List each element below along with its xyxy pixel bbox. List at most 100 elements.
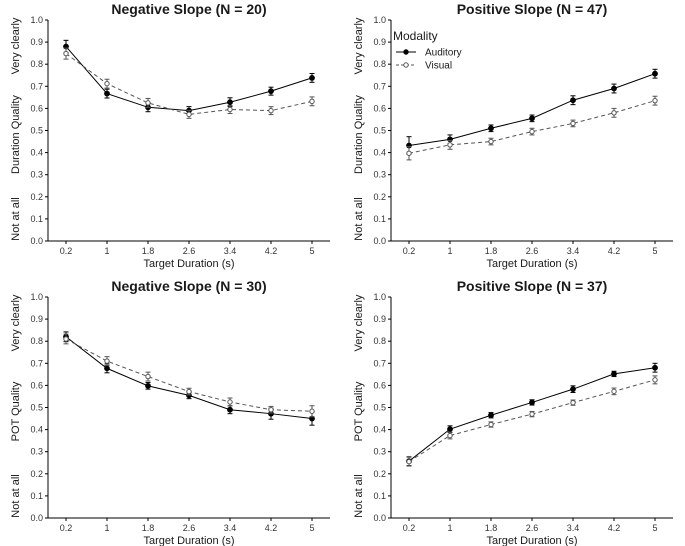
y-tick-label: 0.3 bbox=[30, 447, 43, 457]
y-tick-label: 0.8 bbox=[373, 336, 386, 346]
y-tick-label: 0.2 bbox=[373, 469, 386, 479]
data-point-auditory bbox=[309, 75, 315, 81]
data-point-visual bbox=[611, 388, 617, 395]
x-axis-title: Target Duration (s) bbox=[143, 535, 234, 546]
x-tick-label: 1 bbox=[104, 523, 109, 533]
data-point-visual bbox=[570, 399, 576, 406]
series-line-visual bbox=[65, 338, 313, 412]
data-point-auditory bbox=[488, 412, 494, 419]
x-tick-label: 2.6 bbox=[526, 246, 539, 256]
y-tick-label: 0.2 bbox=[30, 469, 43, 479]
data-point-visual bbox=[529, 128, 535, 135]
y-tick-label: 0.3 bbox=[30, 170, 43, 180]
x-tick-label: 2.6 bbox=[183, 523, 196, 533]
data-point-visual bbox=[145, 100, 151, 106]
series-line-auditory bbox=[65, 336, 313, 420]
y-anchor-top-label: Very clearly bbox=[10, 17, 22, 74]
data-point-visual bbox=[63, 50, 69, 57]
x-tick-label: 5 bbox=[309, 523, 314, 533]
data-point-visual bbox=[447, 142, 453, 148]
data-point-visual bbox=[309, 98, 315, 105]
data-point-visual bbox=[227, 399, 233, 405]
x-tick-label: 3.4 bbox=[224, 246, 237, 256]
y-tick-label: 0.8 bbox=[30, 336, 43, 346]
x-tick-label: 1.8 bbox=[485, 246, 498, 256]
y-tick-label: 0.6 bbox=[30, 380, 43, 390]
chart-title: Positive Slope (N = 37) bbox=[457, 278, 608, 294]
legend-marker-auditory bbox=[403, 49, 409, 55]
y-tick-label: 0.6 bbox=[373, 380, 386, 390]
data-point-visual bbox=[447, 432, 453, 439]
data-point-auditory bbox=[104, 365, 110, 372]
y-tick-label: 0.7 bbox=[30, 358, 43, 368]
y-anchor-top-label: Very clearly bbox=[353, 17, 365, 74]
data-point-auditory bbox=[529, 399, 535, 406]
data-point-visual bbox=[227, 106, 233, 113]
x-tick-label: 4.2 bbox=[265, 246, 278, 256]
x-tick-label: 0.2 bbox=[403, 246, 416, 256]
x-tick-label: 1 bbox=[447, 246, 452, 256]
data-point-visual bbox=[186, 111, 192, 118]
data-point-auditory bbox=[652, 70, 658, 77]
y-tick-label: 1.0 bbox=[373, 292, 386, 302]
x-tick-label: 0.2 bbox=[60, 246, 73, 256]
y-tick-label: 0.6 bbox=[30, 103, 43, 113]
x-tick-label: 5 bbox=[309, 246, 314, 256]
data-point-visual bbox=[488, 138, 494, 145]
y-tick-label: 0.9 bbox=[30, 37, 43, 47]
y-tick-label: 0.6 bbox=[373, 103, 386, 113]
y-anchor-bottom-label: Not at all bbox=[10, 197, 22, 240]
chart-title: Negative Slope (N = 20) bbox=[111, 1, 266, 17]
x-axis-title: Target Duration (s) bbox=[486, 258, 577, 270]
x-tick-label: 1.8 bbox=[142, 523, 155, 533]
x-tick-label: 1 bbox=[447, 523, 452, 533]
x-tick-label: 1 bbox=[104, 246, 109, 256]
y-tick-label: 0.4 bbox=[373, 425, 386, 435]
data-point-visual bbox=[652, 377, 658, 383]
data-point-visual bbox=[611, 110, 617, 116]
series-line-auditory bbox=[65, 46, 313, 112]
y-tick-label: 0.0 bbox=[373, 236, 386, 246]
y-tick-label: 0.2 bbox=[373, 192, 386, 202]
data-point-visual bbox=[406, 150, 412, 156]
chart-panel-top-left: Negative Slope (N = 20) 0.0 0.1 0.2 0.3 0.4 0.… bbox=[10, 1, 330, 270]
y-tick-label: 0.0 bbox=[30, 513, 43, 523]
x-tick-label: 5 bbox=[652, 523, 657, 533]
y-tick-label: 0.2 bbox=[30, 192, 43, 202]
series-line-visual bbox=[408, 379, 656, 463]
legend-label-visual: Visual bbox=[425, 61, 452, 72]
data-point-visual bbox=[104, 358, 110, 364]
y-tick-label: 0.0 bbox=[30, 236, 43, 246]
y-tick-label: 0.5 bbox=[30, 403, 43, 413]
y-tick-label: 0.4 bbox=[30, 148, 43, 158]
y-tick-label: 0.8 bbox=[30, 59, 43, 69]
y-tick-label: 0.7 bbox=[373, 81, 386, 91]
data-point-visual bbox=[268, 407, 274, 413]
chart-title: Positive Slope (N = 47) bbox=[457, 1, 608, 17]
data-point-visual bbox=[570, 120, 576, 127]
data-point-visual bbox=[145, 373, 151, 380]
y-tick-label: 0.1 bbox=[30, 491, 43, 501]
y-anchor-bottom-label: Not at all bbox=[353, 474, 365, 517]
y-tick-label: 0.5 bbox=[30, 126, 43, 136]
x-axis-title: Target Duration (s) bbox=[143, 258, 234, 270]
data-point-auditory bbox=[570, 386, 576, 393]
x-tick-label: 4.2 bbox=[608, 246, 621, 256]
series-line-visual bbox=[65, 53, 313, 115]
x-tick-label: 5 bbox=[652, 246, 657, 256]
x-tick-label: 1.8 bbox=[485, 523, 498, 533]
y-anchor-bottom-label: Not at all bbox=[353, 197, 365, 240]
x-tick-label: 4.2 bbox=[265, 523, 278, 533]
y-tick-label: 1.0 bbox=[373, 15, 386, 25]
data-point-auditory bbox=[570, 97, 576, 104]
y-tick-label: 1.0 bbox=[30, 292, 43, 302]
x-tick-label: 1.8 bbox=[142, 246, 155, 256]
data-point-visual bbox=[529, 411, 535, 417]
data-point-visual bbox=[104, 80, 110, 87]
y-anchor-top-label: Very clearly bbox=[353, 294, 365, 351]
data-point-auditory bbox=[447, 426, 453, 433]
x-tick-label: 0.2 bbox=[403, 523, 416, 533]
y-tick-label: 0.9 bbox=[30, 314, 43, 324]
data-point-auditory bbox=[227, 99, 233, 106]
